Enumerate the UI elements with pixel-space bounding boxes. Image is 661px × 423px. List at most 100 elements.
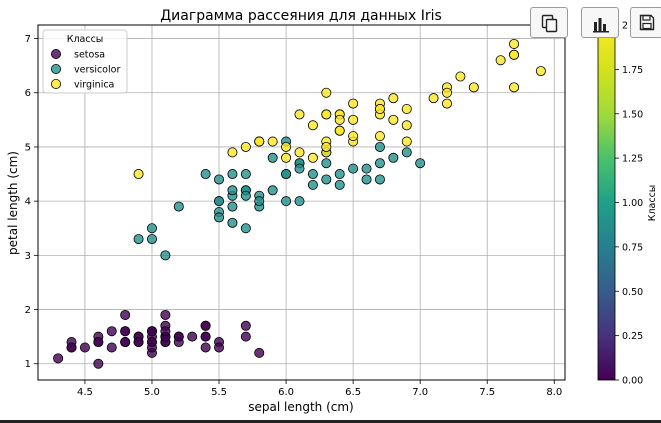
colorbar: 0.00 0.25 0.50 0.75 1.00 1.25 1.50 1.75 2 Классы — [597, 21, 658, 387]
scatter-point-versicolor — [227, 201, 238, 212]
scatter-point-virginica — [401, 104, 412, 115]
scatter-point-virginica — [294, 109, 305, 120]
scatter-point-virginica — [281, 152, 292, 163]
colorbar-tick-label: 0.75 — [622, 242, 643, 253]
scatter-point-versicolor — [133, 234, 144, 245]
scatter-point-virginica — [441, 98, 452, 109]
scatter-point-virginica — [441, 87, 452, 98]
legend-marker-virginica — [51, 79, 62, 90]
scatter-point-versicolor — [227, 217, 238, 228]
scatter-point-virginica — [509, 49, 520, 60]
scatter-point-virginica — [281, 141, 292, 152]
scatter-point-setosa — [79, 342, 90, 353]
scatter-point-setosa — [240, 331, 251, 342]
data-points — [53, 38, 546, 369]
scatter-point-versicolor — [146, 223, 157, 234]
chart-title: Диаграмма рассеяния для данных Iris — [160, 8, 442, 24]
scatter-point-versicolor — [374, 174, 385, 185]
scatter-point-versicolor — [294, 196, 305, 207]
scatter-point-versicolor — [240, 169, 251, 180]
scatter-point-versicolor — [227, 169, 238, 180]
scatter-point-virginica — [374, 104, 385, 115]
y-tick-label: 7 — [25, 34, 31, 45]
scatter-point-virginica — [509, 82, 520, 93]
scatter-point-versicolor — [374, 141, 385, 152]
scatter-point-versicolor — [281, 169, 292, 180]
scatter-point-versicolor — [240, 190, 251, 201]
scatter-point-virginica — [468, 82, 479, 93]
scatter-point-virginica — [334, 125, 345, 136]
y-tick-label: 6 — [25, 88, 31, 99]
scatter-point-setosa — [120, 309, 131, 320]
scatter-point-versicolor — [267, 152, 278, 163]
scatter-point-setosa — [214, 342, 225, 353]
scatter-point-virginica — [455, 71, 466, 82]
y-axis-label: petal length (cm) — [6, 151, 20, 255]
x-tick-label: 5.5 — [211, 387, 227, 398]
x-tick-label: 5.0 — [144, 387, 160, 398]
scatter-point-setosa — [66, 342, 77, 353]
scatter-point-virginica — [254, 136, 265, 147]
scatter-point-virginica — [294, 147, 305, 158]
scatter-point-versicolor — [214, 212, 225, 223]
y-axis: 1 2 3 4 5 6 7 — [25, 34, 38, 370]
scatter-point-setosa — [146, 326, 157, 337]
chart-button[interactable] — [581, 7, 619, 38]
colorbar-tick-label: 1.25 — [622, 154, 643, 165]
scatter-point-setosa — [200, 342, 211, 353]
legend-marker-versicolor — [51, 64, 62, 75]
scatter-point-versicolor — [214, 196, 225, 207]
grid — [38, 25, 565, 380]
scatter-point-versicolor — [254, 196, 265, 207]
scatter-point-virginica — [307, 120, 318, 131]
x-tick-label: 7.0 — [412, 387, 428, 398]
x-axis: 4.5 5.0 5.5 6.0 6.5 7.0 7.5 8.0 — [77, 380, 562, 398]
scatter-point-virginica — [388, 114, 399, 125]
copy-button[interactable] — [530, 7, 568, 38]
scatter-point-virginica — [348, 131, 359, 142]
scatter-point-versicolor — [321, 174, 332, 185]
legend-label-virginica: virginica — [74, 80, 114, 91]
colorbar-tick-label: 0.25 — [622, 331, 643, 342]
floppy-disk-icon — [639, 14, 655, 31]
scatter-point-versicolor — [361, 163, 372, 174]
scatter-point-versicolor — [307, 169, 318, 180]
scatter-point-virginica — [348, 98, 359, 109]
bar-chart-icon — [593, 18, 609, 33]
scatter-point-setosa — [53, 353, 64, 364]
y-tick-label: 1 — [25, 359, 31, 370]
scatter-point-versicolor — [214, 174, 225, 185]
scatter-point-versicolor — [415, 158, 426, 169]
scatter-point-versicolor — [348, 163, 359, 174]
colorbar-tick-label: 1.75 — [622, 65, 643, 76]
save-button[interactable] — [630, 7, 661, 38]
scatter-point-setosa — [160, 326, 171, 337]
scatter-point-virginica — [495, 55, 506, 66]
y-tick-label: 4 — [25, 197, 31, 208]
colorbar-tick-label: 0.50 — [622, 287, 643, 298]
scatter-point-virginica — [321, 87, 332, 98]
scatter-point-virginica — [509, 38, 520, 49]
scatter-point-virginica — [401, 120, 412, 131]
y-tick-label: 2 — [25, 305, 31, 316]
scatter-point-virginica — [133, 169, 144, 180]
y-tick-label: 3 — [25, 251, 31, 262]
scatter-point-setosa — [106, 342, 117, 353]
copy-icon — [541, 14, 558, 33]
colorbar-tick-label: 1.00 — [622, 198, 643, 209]
x-axis-label: sepal length (cm) — [248, 400, 353, 414]
y-tick-label: 5 — [25, 142, 31, 153]
scatter-point-virginica — [374, 131, 385, 142]
scatter-point-setosa — [254, 347, 265, 358]
scatter-point-setosa — [200, 331, 211, 342]
scatter-point-setosa — [146, 337, 157, 348]
scatter-point-versicolor — [401, 147, 412, 158]
scatter-point-setosa — [240, 320, 251, 331]
window-bottom-border — [0, 420, 661, 423]
scatter-point-virginica — [321, 109, 332, 120]
colorbar-tick-label: 1.50 — [622, 109, 643, 120]
colorbar-label: Классы — [647, 185, 658, 222]
legend-marker-setosa — [51, 49, 62, 60]
scatter-point-versicolor — [200, 169, 211, 180]
